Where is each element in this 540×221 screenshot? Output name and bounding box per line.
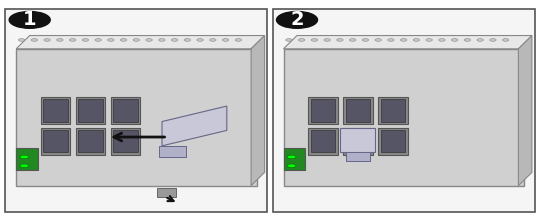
- FancyBboxPatch shape: [159, 146, 186, 157]
- FancyBboxPatch shape: [346, 152, 370, 161]
- Circle shape: [133, 39, 139, 41]
- FancyBboxPatch shape: [78, 130, 103, 152]
- FancyBboxPatch shape: [76, 97, 105, 124]
- Circle shape: [210, 39, 216, 41]
- Circle shape: [401, 39, 407, 41]
- Polygon shape: [284, 36, 532, 49]
- Circle shape: [286, 39, 292, 41]
- FancyBboxPatch shape: [40, 97, 70, 124]
- Circle shape: [184, 39, 191, 41]
- Circle shape: [388, 39, 394, 41]
- Circle shape: [235, 39, 241, 41]
- Circle shape: [324, 39, 330, 41]
- Circle shape: [438, 39, 445, 41]
- Circle shape: [146, 39, 152, 41]
- Circle shape: [287, 164, 296, 168]
- Circle shape: [120, 39, 127, 41]
- FancyBboxPatch shape: [378, 128, 408, 155]
- Circle shape: [451, 39, 458, 41]
- FancyBboxPatch shape: [381, 130, 405, 152]
- Circle shape: [18, 39, 25, 41]
- Text: 2: 2: [290, 10, 304, 29]
- FancyBboxPatch shape: [43, 99, 68, 122]
- Circle shape: [287, 155, 296, 159]
- FancyBboxPatch shape: [113, 99, 138, 122]
- FancyBboxPatch shape: [378, 97, 408, 124]
- FancyBboxPatch shape: [284, 49, 524, 186]
- Circle shape: [57, 39, 63, 41]
- Circle shape: [311, 39, 318, 41]
- FancyBboxPatch shape: [346, 99, 370, 122]
- FancyBboxPatch shape: [343, 128, 373, 155]
- FancyBboxPatch shape: [16, 148, 38, 170]
- Circle shape: [464, 39, 471, 41]
- Circle shape: [20, 155, 29, 159]
- Circle shape: [336, 39, 343, 41]
- Circle shape: [362, 39, 369, 41]
- Circle shape: [69, 39, 76, 41]
- FancyBboxPatch shape: [78, 99, 103, 122]
- Polygon shape: [16, 36, 265, 49]
- FancyBboxPatch shape: [381, 99, 405, 122]
- Circle shape: [44, 39, 50, 41]
- FancyBboxPatch shape: [40, 128, 70, 155]
- Circle shape: [20, 164, 29, 168]
- Polygon shape: [251, 36, 265, 186]
- FancyBboxPatch shape: [76, 128, 105, 155]
- Text: 1: 1: [23, 10, 37, 29]
- FancyBboxPatch shape: [310, 99, 335, 122]
- Polygon shape: [518, 36, 532, 186]
- Circle shape: [171, 39, 178, 41]
- Circle shape: [222, 39, 229, 41]
- Circle shape: [349, 39, 356, 41]
- FancyBboxPatch shape: [284, 148, 305, 170]
- FancyBboxPatch shape: [308, 128, 338, 155]
- Circle shape: [159, 39, 165, 41]
- Circle shape: [31, 39, 38, 41]
- Circle shape: [276, 11, 318, 28]
- Circle shape: [375, 39, 381, 41]
- Circle shape: [82, 39, 89, 41]
- FancyBboxPatch shape: [113, 130, 138, 152]
- FancyBboxPatch shape: [310, 130, 335, 152]
- Circle shape: [197, 39, 204, 41]
- Circle shape: [299, 39, 305, 41]
- Polygon shape: [162, 106, 227, 146]
- FancyBboxPatch shape: [5, 9, 267, 212]
- FancyBboxPatch shape: [346, 130, 370, 152]
- FancyBboxPatch shape: [111, 97, 140, 124]
- FancyBboxPatch shape: [340, 128, 375, 152]
- Circle shape: [9, 11, 50, 28]
- Circle shape: [502, 39, 509, 41]
- Circle shape: [95, 39, 102, 41]
- FancyBboxPatch shape: [343, 97, 373, 124]
- FancyBboxPatch shape: [273, 9, 535, 212]
- Circle shape: [490, 39, 496, 41]
- Circle shape: [477, 39, 483, 41]
- FancyBboxPatch shape: [308, 97, 338, 124]
- FancyBboxPatch shape: [111, 128, 140, 155]
- FancyBboxPatch shape: [16, 49, 256, 186]
- FancyBboxPatch shape: [157, 188, 176, 197]
- FancyBboxPatch shape: [43, 130, 68, 152]
- Circle shape: [426, 39, 433, 41]
- Circle shape: [413, 39, 420, 41]
- Circle shape: [107, 39, 114, 41]
